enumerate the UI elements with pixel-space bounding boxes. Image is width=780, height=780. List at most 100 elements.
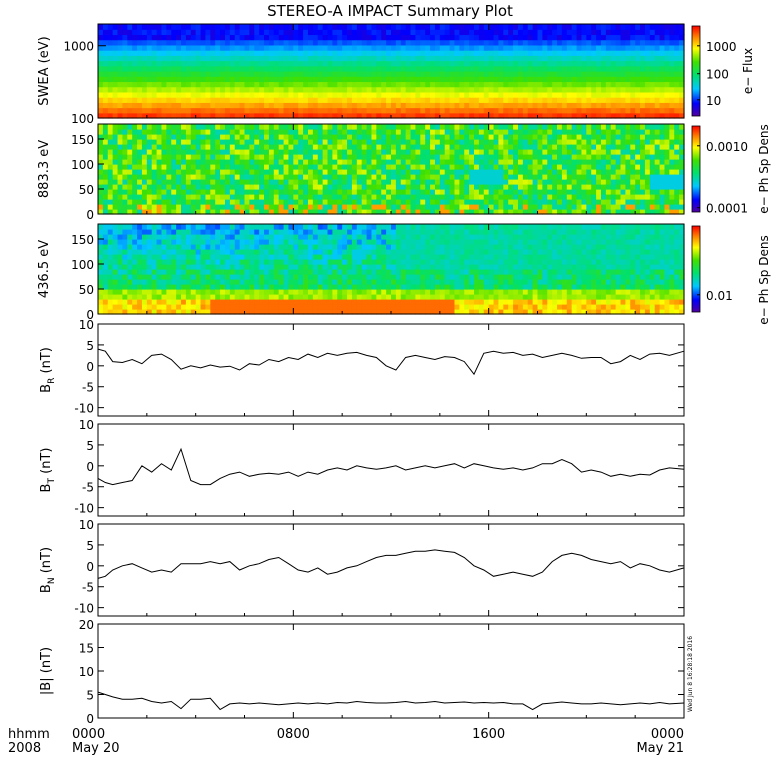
heatmap-cell xyxy=(557,29,563,36)
heatmap-cell xyxy=(205,164,211,170)
heatmap-cell xyxy=(391,129,397,135)
heatmap-cell xyxy=(361,107,368,114)
heatmap-cell xyxy=(664,76,670,83)
heatmap-cell xyxy=(117,71,124,77)
heatmap-cell xyxy=(146,60,153,67)
heatmap-cell xyxy=(273,134,280,140)
heatmap-cell xyxy=(210,91,216,98)
heatmap-cell xyxy=(410,76,417,83)
heatmap-cell xyxy=(127,50,133,56)
heatmap-cell xyxy=(586,199,592,205)
heatmap-cell xyxy=(215,209,221,215)
heatmap-cell xyxy=(591,50,597,56)
heatmap-cell xyxy=(234,264,241,270)
heatmap-cell xyxy=(576,194,583,200)
heatmap-cell xyxy=(449,149,456,155)
heatmap-cell xyxy=(293,194,299,200)
heatmap-cell xyxy=(464,129,470,135)
heatmap-cell xyxy=(161,60,167,67)
heatmap-cell xyxy=(527,159,534,165)
heatmap-cell xyxy=(166,144,172,150)
heatmap-cell xyxy=(405,107,412,114)
heatmap-cell xyxy=(161,97,167,103)
heatmap-cell xyxy=(210,189,216,195)
heatmap-cell xyxy=(434,139,441,145)
heatmap-cell xyxy=(410,29,417,36)
heatmap-cell xyxy=(161,244,167,250)
heatmap-cell xyxy=(215,65,221,72)
heatmap-cell xyxy=(635,65,641,72)
heatmap-cell xyxy=(176,289,182,295)
heatmap-cell xyxy=(674,204,680,210)
heatmap-cell xyxy=(449,65,456,72)
heatmap-cell xyxy=(483,169,490,175)
heatmap-cell xyxy=(171,81,177,88)
heatmap-cell xyxy=(268,50,275,56)
heatmap-cell xyxy=(259,194,265,200)
heatmap-cell xyxy=(239,209,246,215)
heatmap-cell xyxy=(102,107,109,114)
heatmap-cell xyxy=(239,264,246,270)
heatmap-cell xyxy=(249,264,255,270)
heatmap-cell xyxy=(181,112,187,119)
heatmap-cell xyxy=(420,39,426,46)
heatmap-cell xyxy=(356,86,363,93)
heatmap-cell xyxy=(581,144,587,150)
heatmap-cell xyxy=(493,102,500,109)
heatmap-cell xyxy=(615,124,622,130)
heatmap-cell xyxy=(674,34,680,41)
heatmap-cell xyxy=(146,184,153,190)
heatmap-cell xyxy=(395,144,402,150)
heatmap-cell xyxy=(571,34,578,41)
heatmap-cell xyxy=(161,179,167,185)
heatmap-cell xyxy=(293,209,299,215)
heatmap-cell xyxy=(527,107,534,114)
heatmap-cell xyxy=(561,81,568,88)
heatmap-cell xyxy=(410,124,417,130)
heatmap-cell xyxy=(171,244,177,250)
heatmap-cell xyxy=(425,55,431,62)
heatmap-cell xyxy=(581,65,587,72)
heatmap-cell xyxy=(464,189,470,195)
heatmap-cell xyxy=(576,91,583,98)
heatmap-cell xyxy=(469,50,475,56)
heatmap-cell xyxy=(571,112,578,119)
heatmap-cell xyxy=(176,134,182,140)
heatmap-cell xyxy=(625,174,631,180)
heatmap-cell xyxy=(522,129,529,135)
heatmap-cell xyxy=(127,154,133,160)
heatmap-cell xyxy=(591,139,597,145)
heatmap-cell xyxy=(264,159,270,165)
heatmap-cell xyxy=(508,44,514,51)
heatmap-cell xyxy=(654,39,661,46)
heatmap-cell xyxy=(307,71,314,77)
heatmap-cell xyxy=(434,50,441,56)
heatmap-cell xyxy=(493,39,500,46)
heatmap-cell xyxy=(454,50,460,56)
heatmap-cell xyxy=(122,289,128,295)
heatmap-cell xyxy=(371,189,377,195)
heatmap-cell xyxy=(591,44,597,51)
heatmap-cell xyxy=(347,39,353,46)
heatmap-cell xyxy=(483,39,490,46)
heatmap-cell xyxy=(200,97,207,103)
heatmap-cell xyxy=(127,124,133,130)
heatmap-cell xyxy=(527,44,534,51)
heatmap-cell xyxy=(151,129,158,135)
heatmap-cell xyxy=(420,107,426,114)
heatmap-cell xyxy=(278,134,285,140)
heatmap-cell xyxy=(474,71,480,77)
heatmap-cell xyxy=(264,149,270,155)
heatmap-cell xyxy=(351,189,358,195)
heatmap-cell xyxy=(332,29,338,36)
heatmap-cell xyxy=(513,144,519,150)
heatmap-cell xyxy=(107,204,114,210)
heatmap-cell xyxy=(137,81,143,88)
heatmap-cell xyxy=(674,189,680,195)
heatmap-cell xyxy=(176,154,182,160)
heatmap-cell xyxy=(561,91,568,98)
heatmap-cell xyxy=(151,97,158,103)
heatmap-cell xyxy=(537,154,543,160)
heatmap-cell xyxy=(215,194,221,200)
